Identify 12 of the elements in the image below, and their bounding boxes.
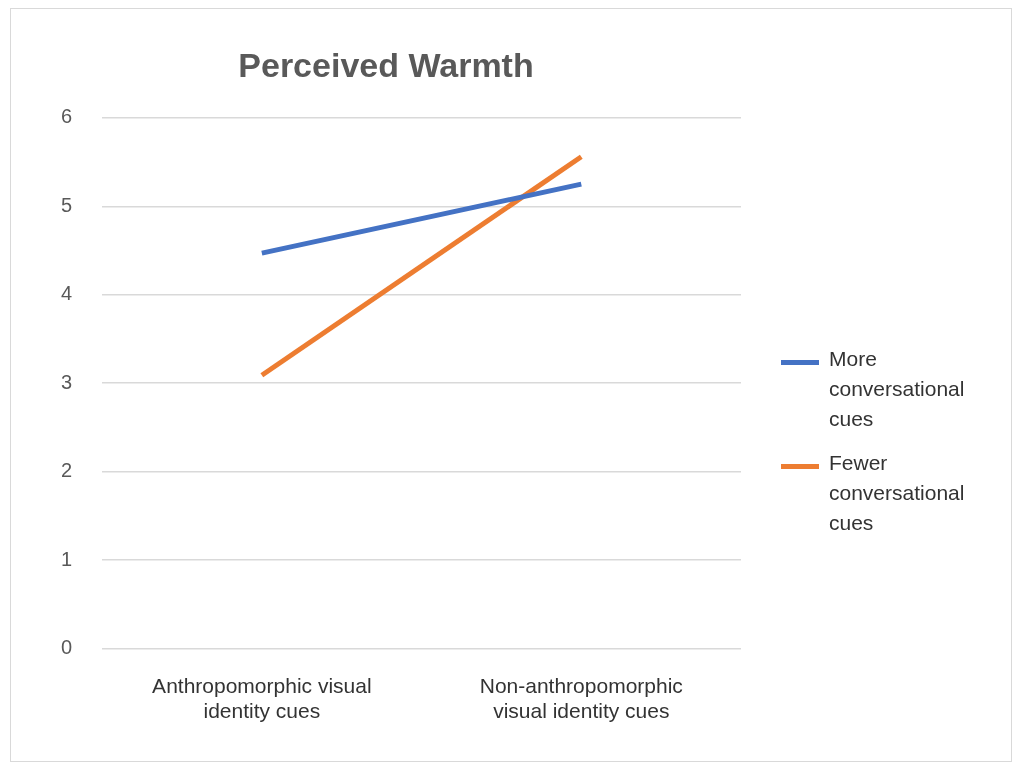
y-tick-label: 3 (61, 370, 73, 393)
y-tick-label: 1 (61, 547, 73, 570)
x-tick-label: Non-anthropomorphic visual identity cues (479, 674, 683, 723)
legend-label: More conversational cues (829, 346, 966, 432)
x-tick-label: Anthropomorphic visual identity cues (152, 674, 372, 723)
y-tick-label: 5 (61, 193, 73, 216)
y-tick-label: 4 (61, 282, 73, 305)
chart-title: Perceived Warmth (238, 45, 534, 84)
y-tick-label: 2 (61, 459, 73, 482)
legend-label: Fewer conversational cues (829, 450, 966, 536)
y-tick-label: 6 (61, 105, 73, 128)
y-tick-label: 0 (61, 636, 73, 659)
